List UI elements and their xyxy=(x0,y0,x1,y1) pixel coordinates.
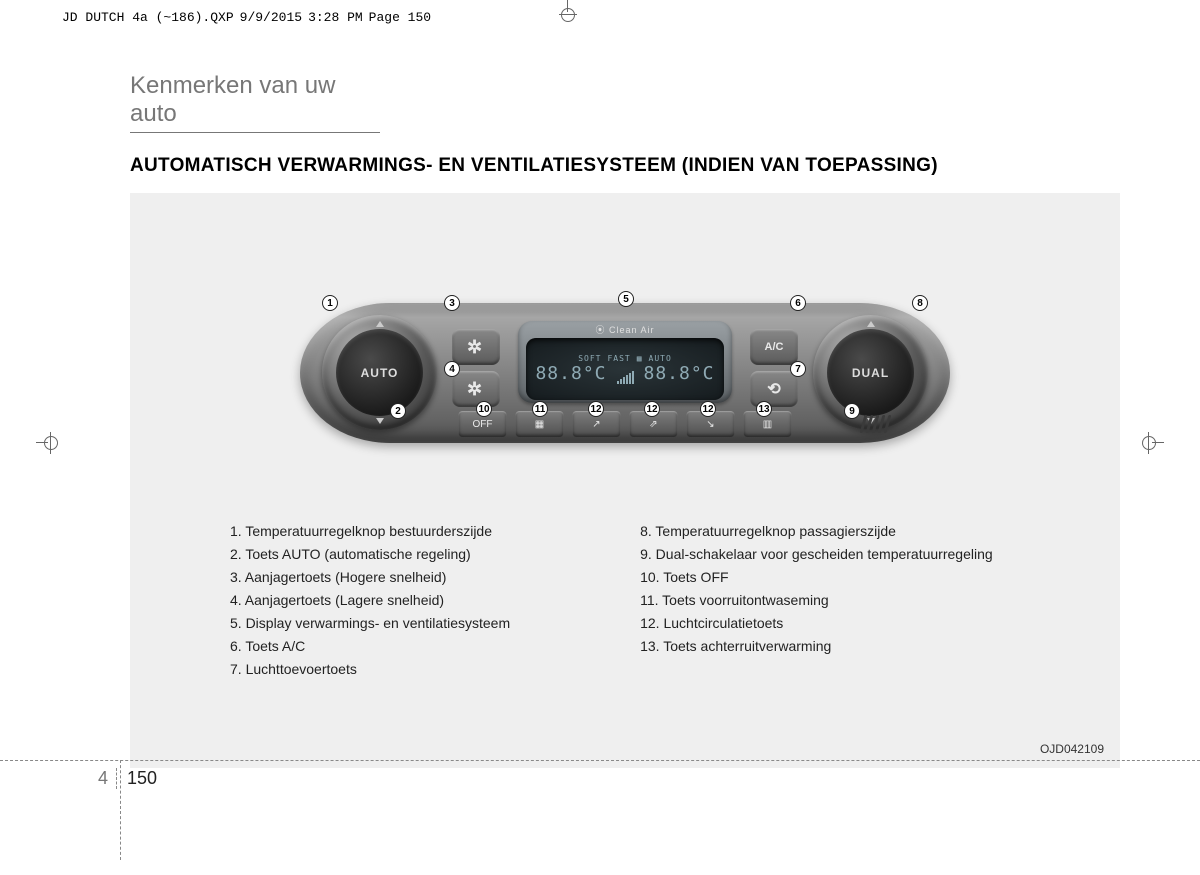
display-screen: SOFT FAST ▦ AUTO 88.8°C 88.8°C xyxy=(526,338,724,400)
legend-item: 12. Luchtcirculatietoets xyxy=(640,615,993,631)
climate-panel: AUTO DUAL xyxy=(300,283,950,463)
off-label: OFF xyxy=(473,419,493,430)
legend-item: 8. Temperatuurregelknop passagierszijde xyxy=(640,523,993,539)
triangle-up-icon xyxy=(867,321,875,327)
disp-auto: AUTO xyxy=(649,354,672,363)
legend-item: 3. Aanjagertoets (Hogere snelheid) xyxy=(230,569,510,585)
dial-inner: DUAL xyxy=(827,329,914,416)
front-defrost-icon: ▦ xyxy=(535,419,544,430)
panel-body: AUTO DUAL xyxy=(300,303,950,443)
legend-item: 2. Toets AUTO (automatische regeling) xyxy=(230,546,510,562)
callout-10: 10 xyxy=(476,401,492,417)
fan-icon xyxy=(467,380,485,398)
crop-mark-left-icon xyxy=(36,428,66,458)
dial-inner: AUTO xyxy=(336,329,423,416)
triangle-up-icon xyxy=(376,321,384,327)
callout-12b: 12 xyxy=(644,401,660,417)
page-dash-line xyxy=(0,760,1200,761)
legend-item: 9. Dual-schakelaar voor gescheiden tempe… xyxy=(640,546,993,562)
legend-item: 6. Toets A/C xyxy=(230,638,510,654)
fan-speed-down-button[interactable] xyxy=(452,371,500,407)
figure-reference: OJD042109 xyxy=(1040,742,1104,756)
print-date: 9/9/2015 xyxy=(240,10,302,25)
air-intake-button[interactable]: ⟲ xyxy=(750,371,798,407)
print-header: JD DUTCH 4a (~186).QXP 9/9/2015 3:28 PM … xyxy=(62,10,431,25)
print-page: Page 150 xyxy=(369,10,431,25)
callout-12c: 12 xyxy=(700,401,716,417)
disp-temp-right: 88.8°C xyxy=(644,363,715,384)
mode-button-row: OFF ▦ ↗ ⇗ ↘ ▥ xyxy=(459,411,792,437)
legend-item: 13. Toets achterruitverwarming xyxy=(640,638,993,654)
crop-mark-right-icon xyxy=(1134,428,1164,458)
mode-bilevel-icon: ⇗ xyxy=(649,419,657,430)
callout-2: 2 xyxy=(390,403,406,419)
auto-label: AUTO xyxy=(361,366,399,380)
legend-item: 1. Temperatuurregelknop bestuurderszijde xyxy=(230,523,510,539)
fan-icon xyxy=(467,338,485,356)
fan-bars-icon xyxy=(617,370,634,384)
callout-11: 11 xyxy=(532,401,548,417)
legend-col-left: 1. Temperatuurregelknop bestuurderszijde… xyxy=(230,523,510,677)
section-header: Kenmerken van uw auto xyxy=(130,72,380,133)
fan-speed-up-button[interactable] xyxy=(452,329,500,365)
recirculation-icon: ⟲ xyxy=(767,379,780,399)
driver-temp-dial[interactable]: AUTO xyxy=(322,315,437,430)
legend: 1. Temperatuurregelknop bestuurderszijde… xyxy=(230,523,993,677)
legend-item: 10. Toets OFF xyxy=(640,569,993,585)
callout-6: 6 xyxy=(790,295,806,311)
callout-13: 13 xyxy=(756,401,772,417)
ac-button[interactable]: A/C xyxy=(750,329,798,365)
triangle-down-icon xyxy=(376,418,384,424)
chapter-number: 4 xyxy=(98,768,117,789)
ac-label: A/C xyxy=(765,341,784,353)
disp-fast: FAST xyxy=(607,354,630,363)
disp-soft: SOFT xyxy=(578,354,601,363)
callout-9: 9 xyxy=(844,403,860,419)
defrost-icon: ▦ xyxy=(637,354,643,363)
legend-item: 7. Luchttoevoertoets xyxy=(230,661,510,677)
callout-7: 7 xyxy=(790,361,806,377)
page-number: 150 xyxy=(127,768,157,789)
disp-temp-left: 88.8°C xyxy=(535,363,606,384)
callout-3: 3 xyxy=(444,295,460,311)
legend-col-right: 8. Temperatuurregelknop passagierszijde … xyxy=(640,523,993,677)
dual-label: DUAL xyxy=(852,366,889,380)
crop-mark-top-icon xyxy=(553,0,583,30)
mode-floor-icon: ↘ xyxy=(706,419,714,430)
callout-4: 4 xyxy=(444,361,460,377)
callout-1: 1 xyxy=(322,295,338,311)
climate-display: ⦿ Clean Air SOFT FAST ▦ AUTO 88.8°C xyxy=(518,321,732,403)
print-file: JD DUTCH 4a (~186).QXP xyxy=(62,10,234,25)
rear-defrost-icon: ▥ xyxy=(763,419,772,430)
speaker-grille-icon xyxy=(862,413,902,435)
clean-air-label: ⦿ Clean Air xyxy=(518,321,732,336)
figure-box: AUTO DUAL xyxy=(130,193,1120,768)
page-number-box: 4 150 xyxy=(98,768,157,789)
legend-item: 4. Aanjagertoets (Lagere snelheid) xyxy=(230,592,510,608)
callout-8: 8 xyxy=(912,295,928,311)
mode-face-icon: ↗ xyxy=(592,419,600,430)
page-title: AUTOMATISCH VERWARMINGS- EN VENTILATIESY… xyxy=(130,155,1130,177)
legend-item: 11. Toets voorruitontwaseming xyxy=(640,592,993,608)
callout-5: 5 xyxy=(618,291,634,307)
print-time: 3:28 PM xyxy=(308,10,363,25)
page-content: Kenmerken van uw auto AUTOMATISCH VERWAR… xyxy=(130,72,1130,768)
callout-12a: 12 xyxy=(588,401,604,417)
legend-item: 5. Display verwarmings- en ventilatiesys… xyxy=(230,615,510,631)
